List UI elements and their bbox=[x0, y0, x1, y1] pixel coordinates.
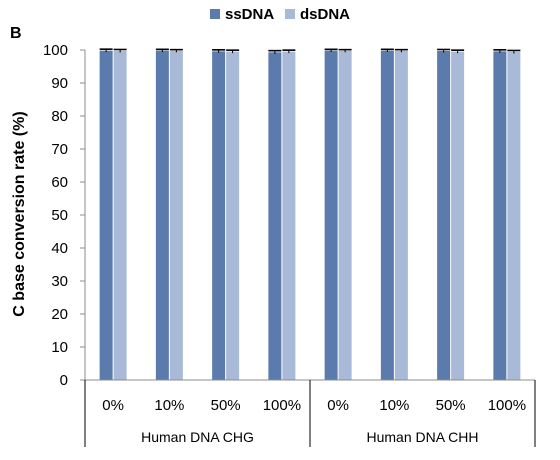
panel-label: B bbox=[10, 25, 22, 42]
bar-dsDNA-6 bbox=[394, 50, 408, 381]
y-axis: 0 10 20 30 40 50 60 70 80 90 100 bbox=[43, 42, 86, 389]
legend: ssDNA dsDNA bbox=[210, 6, 350, 23]
legend-swatch-dsDNA bbox=[285, 9, 295, 19]
bar-dsDNA-1 bbox=[113, 50, 127, 381]
bars bbox=[99, 48, 521, 381]
bar-ssDNA-8 bbox=[493, 51, 507, 380]
bar-ssDNA-7 bbox=[437, 50, 451, 381]
bar-dsDNA-3 bbox=[226, 51, 240, 381]
y-tick-label: 70 bbox=[51, 141, 68, 158]
bar-ssDNA-1 bbox=[99, 50, 113, 380]
y-tick-label: 10 bbox=[51, 339, 68, 356]
bar-dsDNA-7 bbox=[451, 51, 465, 381]
legend-label-dsDNA: dsDNA bbox=[300, 6, 350, 23]
x-tick-label: 10% bbox=[154, 397, 184, 414]
group-label: Human DNA CHH bbox=[366, 429, 478, 445]
bar-ssDNA-4 bbox=[268, 52, 282, 381]
bar-dsDNA-2 bbox=[169, 50, 183, 381]
x-tick-label: 0% bbox=[102, 397, 124, 414]
x-tick-label: 100% bbox=[263, 397, 301, 414]
y-tick-label: 90 bbox=[51, 75, 68, 92]
group-label: Human DNA CHG bbox=[141, 429, 254, 445]
y-tick-label: 50 bbox=[51, 207, 68, 224]
x-tick-label: 50% bbox=[436, 397, 466, 414]
y-tick-label: 80 bbox=[51, 108, 68, 125]
y-tick-label: 20 bbox=[51, 306, 68, 323]
bar-dsDNA-8 bbox=[507, 51, 521, 380]
bar-ssDNA-6 bbox=[380, 50, 394, 380]
y-tick-label: 100 bbox=[43, 42, 68, 59]
bar-ssDNA-3 bbox=[212, 51, 226, 380]
legend-swatch-ssDNA bbox=[210, 9, 220, 19]
y-tick-label: 0 bbox=[60, 372, 68, 389]
y-tick-label: 60 bbox=[51, 174, 68, 191]
bar-ssDNA-2 bbox=[155, 50, 169, 380]
y-tick-label: 30 bbox=[51, 273, 68, 290]
x-tick-label: 10% bbox=[379, 397, 409, 414]
bar-dsDNA-5 bbox=[338, 50, 352, 381]
legend-label-ssDNA: ssDNA bbox=[225, 6, 274, 23]
x-axis: 0% 10% 50% 100% 0% 10% 50% 100% Human DNA CHG Hum… bbox=[84, 379, 536, 447]
y-tick-label: 40 bbox=[51, 240, 68, 257]
y-axis-label: C base conversion rate (%) bbox=[11, 111, 28, 316]
x-tick-label: 50% bbox=[211, 397, 241, 414]
x-tick-label: 0% bbox=[327, 397, 349, 414]
x-tick-label: 100% bbox=[488, 397, 526, 414]
bar-ssDNA-5 bbox=[324, 50, 338, 380]
bar-dsDNA-4 bbox=[282, 51, 296, 381]
